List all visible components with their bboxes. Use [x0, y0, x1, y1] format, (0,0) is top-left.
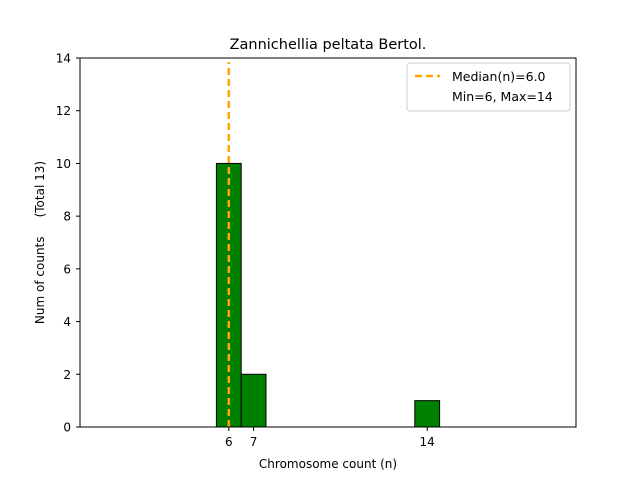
bar-n-14	[414, 400, 441, 428]
x-tick-label: 7	[250, 435, 258, 449]
y-tick-label: 6	[63, 262, 71, 276]
bar-n-6	[215, 162, 242, 428]
bars	[215, 162, 441, 428]
plot-area: 6 7 14 0 2 4 6 8 10 12 14	[56, 52, 577, 449]
bar-n-7	[240, 373, 267, 428]
y-axis-label: Num of counts (Total 13)	[33, 161, 47, 324]
y-tick-label: 12	[56, 104, 71, 118]
y-tick-label: 2	[63, 368, 71, 382]
axes-frame	[79, 57, 577, 428]
x-tick-label: 14	[420, 435, 435, 449]
x-axis-label: Chromosome count (n)	[259, 457, 397, 471]
y-tick-label: 8	[63, 210, 71, 224]
x-axis-ticks: 6 7 14	[225, 427, 435, 449]
x-tick-label: 6	[225, 435, 233, 449]
legend-minmax-label: Min=6, Max=14	[452, 89, 553, 104]
y-tick-label: 14	[56, 52, 71, 66]
chart-title: Zannichellia peltata Bertol.	[230, 37, 427, 53]
legend-box	[406, 62, 571, 112]
y-axis-ticks: 0 2 4 6 8 10 12 14	[56, 52, 80, 435]
y-tick-label: 0	[63, 421, 71, 435]
legend-median-label: Median(n)=6.0	[452, 69, 546, 84]
y-tick-label: 4	[63, 315, 71, 329]
y-tick-label: 10	[56, 157, 71, 171]
legend: Median(n)=6.0 Min=6, Max=14	[406, 62, 571, 112]
